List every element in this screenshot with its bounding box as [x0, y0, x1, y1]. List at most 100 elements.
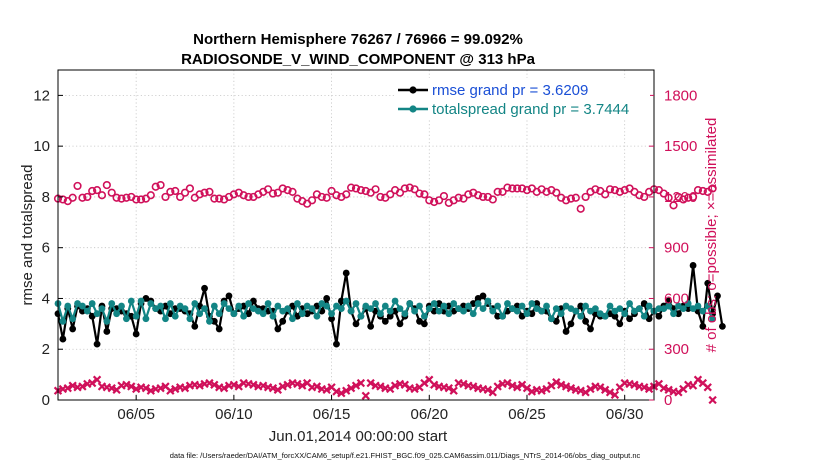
obs-possible-point: [679, 195, 688, 204]
data-point: [489, 307, 497, 315]
obs-possible-point: [601, 190, 610, 199]
data-point: [587, 325, 594, 333]
obs-possible-point: [361, 186, 370, 196]
data-point: [479, 305, 487, 313]
data-point: [626, 300, 633, 307]
y-right-tick-label: 1200: [664, 189, 697, 206]
y-left-tick-label: 0: [42, 392, 50, 409]
obs-possible-point: [698, 186, 707, 196]
x-tick-label: 06/25: [508, 406, 546, 423]
y-axis-left-label: rmse and totalspread: [19, 165, 36, 306]
obs-possible-point: [195, 190, 204, 199]
data-point: [367, 322, 375, 330]
data-point: [684, 305, 692, 313]
obs-assimilated-point: [322, 385, 331, 395]
axes-ticks: 06/05 06/10 06/15 06/20 06/25 06/300246810120…: [33, 87, 697, 423]
data-point: [479, 292, 487, 300]
data-point: [450, 300, 458, 307]
data-point: [259, 310, 267, 318]
x-tick-label: 06/20: [411, 406, 449, 423]
obs-possible-point: [112, 193, 121, 202]
data-point: [645, 302, 653, 310]
obs-assimilated-point: [337, 389, 346, 398]
data-point: [210, 302, 218, 310]
data-point: [386, 307, 394, 315]
obs-assimilated-point: [493, 382, 502, 391]
obs-assimilated-point: [605, 388, 615, 397]
legend-spread-label: totalspread grand pr = 3.7444: [432, 101, 629, 118]
data-point: [494, 312, 502, 320]
data-point: [577, 312, 585, 320]
data-point: [704, 279, 712, 287]
obs-possible-point: [415, 189, 424, 198]
data-point: [191, 300, 199, 307]
obs-possible-point: [107, 188, 116, 197]
data-point: [230, 310, 238, 318]
chart-subtitle: RADIOSONDE_V_WIND_COMPONENT @ 313 hPa: [181, 51, 536, 68]
data-point: [626, 315, 633, 323]
data-point: [274, 302, 282, 310]
data-point: [714, 292, 721, 300]
obs-possible-point: [493, 187, 502, 196]
data-point: [557, 310, 565, 318]
data-point: [206, 317, 213, 325]
data-point: [528, 310, 536, 318]
data-point: [108, 300, 116, 307]
obs-possible-point: [78, 193, 87, 202]
y-right-tick-label: 0: [664, 392, 672, 409]
y-left-tick-label: 2: [42, 341, 50, 358]
obs-possible-point: [171, 186, 180, 196]
obs-possible-point: [478, 192, 488, 202]
data-point: [689, 262, 697, 269]
data-point: [289, 315, 296, 323]
legend-box: [395, 78, 650, 118]
obs-possible-point: [229, 190, 238, 199]
obs-possible-point: [342, 190, 351, 199]
obs-possible-point: [278, 184, 287, 193]
obs-assimilated-point: [346, 383, 356, 393]
x-tick-label: 06/05: [117, 406, 155, 423]
data-point: [240, 312, 248, 320]
data-point: [245, 300, 252, 307]
obs-possible-point: [97, 191, 107, 200]
data-point: [342, 297, 350, 305]
obs-possible-point: [117, 194, 126, 203]
data-point: [606, 302, 614, 310]
obs-possible-point: [376, 192, 385, 202]
obs-possible-point: [92, 186, 102, 195]
obs-possible-point: [669, 201, 678, 210]
data-point: [543, 302, 550, 310]
data-point: [665, 297, 673, 305]
obs-possible-point: [708, 184, 717, 193]
data-point: [469, 310, 477, 318]
data-point: [220, 300, 228, 307]
data-point: [655, 312, 663, 320]
data-point: [504, 300, 511, 307]
data-point: [157, 302, 164, 310]
data-point: [474, 300, 482, 307]
data-point: [518, 302, 526, 310]
obs-possible-point: [273, 188, 282, 197]
obs-possible-point: [664, 193, 673, 202]
data-point: [655, 305, 663, 313]
data-point: [440, 302, 448, 310]
data-point: [435, 307, 443, 315]
data-point: [118, 302, 125, 310]
data-point: [274, 325, 282, 333]
data-point: [699, 307, 707, 315]
data-point: [279, 317, 287, 325]
obs-assimilated-point: [552, 378, 561, 387]
obs-possible-point: [513, 184, 522, 193]
obs-possible-point: [581, 192, 590, 202]
obs-assimilated-point: [298, 381, 307, 390]
obs-possible-point: [561, 196, 571, 205]
obs-possible-point: [434, 196, 444, 205]
data-point: [548, 315, 555, 323]
x-tick-label: 06/10: [215, 406, 253, 423]
obs-possible-point: [386, 190, 395, 199]
data-point: [670, 310, 677, 318]
data-point: [171, 312, 179, 320]
legend-rmse-marker: [409, 86, 417, 94]
obs-assimilated-point: [141, 383, 151, 393]
data-point: [699, 322, 707, 330]
